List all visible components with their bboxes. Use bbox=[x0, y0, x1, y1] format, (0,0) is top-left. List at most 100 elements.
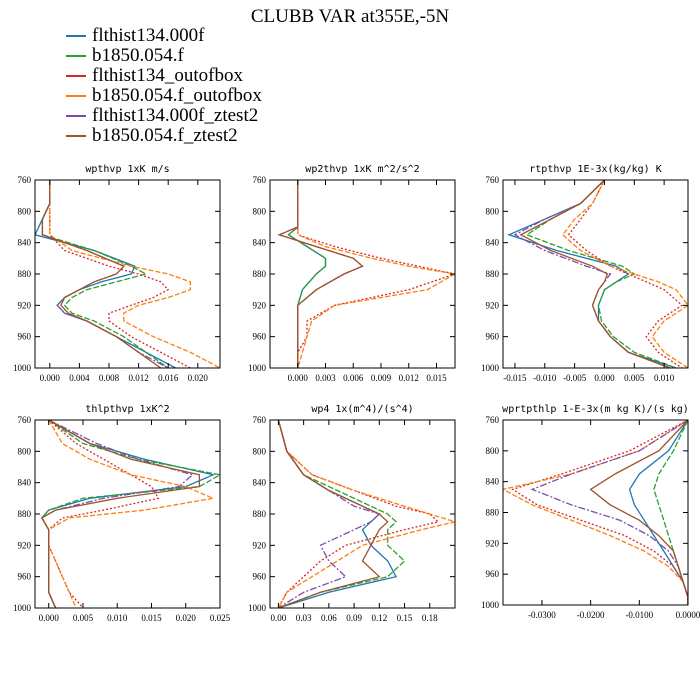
y-tick-label: 880 bbox=[18, 509, 32, 519]
series-line bbox=[277, 420, 440, 608]
y-tick-label: 960 bbox=[486, 569, 500, 579]
panel-title: wp4 1x(m^4)/(s^4) bbox=[311, 404, 413, 415]
legend-swatch bbox=[66, 55, 86, 57]
x-tick-label: 0.06 bbox=[321, 613, 337, 623]
series-line bbox=[48, 420, 160, 608]
x-tick-label: 0.006 bbox=[343, 373, 364, 383]
chart-panel: wp4 1x(m^4)/(s^4) 760 800 840 880 920 960 1000 0… bbox=[248, 404, 456, 623]
x-tick-label: 0.03 bbox=[296, 613, 312, 623]
series-line bbox=[507, 180, 677, 368]
x-tick-label: 0.016 bbox=[158, 373, 179, 383]
y-tick-label: 920 bbox=[486, 538, 500, 548]
plot-frame bbox=[502, 179, 689, 369]
x-tick-label: 0.18 bbox=[422, 613, 438, 623]
legend-label: flthist134.000f_ztest2 bbox=[92, 105, 259, 126]
series-line bbox=[287, 180, 327, 368]
x-tick-label: 0.012 bbox=[128, 373, 148, 383]
y-tick-label: 920 bbox=[253, 540, 267, 550]
x-tick-label: 0.015 bbox=[426, 373, 447, 383]
legend: flthist134.000f b1850.054.f flthist134_o… bbox=[66, 26, 262, 146]
x-tick-label: 0.010 bbox=[107, 613, 128, 623]
chart-panel: wprtpthlp 1-E-3x(m kg K)/(s kg)760 800 840… bbox=[481, 404, 700, 620]
x-tick-label: 0.010 bbox=[654, 373, 675, 383]
plot-frame bbox=[34, 419, 221, 609]
y-tick-label: 840 bbox=[18, 238, 32, 248]
series-line bbox=[277, 420, 381, 608]
x-tick-label: 0.009 bbox=[371, 373, 392, 383]
series-line bbox=[41, 420, 220, 608]
y-tick-label: 840 bbox=[253, 238, 267, 248]
legend-label: b1850.054.f_ztest2 bbox=[92, 125, 238, 146]
series-line bbox=[41, 180, 169, 368]
y-tick-label: 920 bbox=[18, 300, 32, 310]
y-tick-label: 960 bbox=[18, 572, 32, 582]
y-tick-label: 760 bbox=[253, 415, 267, 425]
y-tick-label: 800 bbox=[18, 206, 32, 216]
y-tick-label: 840 bbox=[18, 478, 32, 488]
x-tick-label: -0.0200 bbox=[577, 610, 605, 620]
series-line bbox=[530, 420, 688, 605]
y-tick-label: 1000 bbox=[481, 363, 500, 373]
series-line bbox=[48, 420, 216, 608]
y-tick-label: 920 bbox=[253, 300, 267, 310]
legend-item: flthist134.000f_ztest2 bbox=[66, 106, 262, 126]
legend-swatch bbox=[66, 115, 86, 117]
chart-panel: rtpthvp 1E-3x(kg/kg) K 760 800 840 880 920 960… bbox=[481, 164, 689, 383]
x-tick-label: -0.0300 bbox=[528, 610, 556, 620]
series-line bbox=[277, 180, 364, 368]
x-tick-label: -0.0100 bbox=[625, 610, 653, 620]
series-line bbox=[49, 180, 220, 368]
series-line bbox=[277, 420, 389, 608]
x-tick-label: 0.020 bbox=[188, 373, 209, 383]
legend-label: flthist134_outofbox bbox=[92, 65, 243, 86]
y-tick-label: 840 bbox=[486, 477, 500, 487]
x-tick-label: 0.012 bbox=[399, 373, 419, 383]
y-tick-label: 960 bbox=[18, 332, 32, 342]
panel-title: wprtpthlp 1-E-3x(m kg K)/(s kg) bbox=[502, 404, 689, 415]
y-tick-label: 800 bbox=[18, 446, 32, 456]
x-tick-label: 0.015 bbox=[141, 613, 162, 623]
legend-item: flthist134.000f bbox=[66, 26, 262, 46]
y-tick-label: 760 bbox=[18, 415, 32, 425]
series-line bbox=[297, 180, 455, 368]
series-line bbox=[561, 180, 688, 368]
series-line bbox=[41, 180, 162, 368]
y-tick-label: 880 bbox=[253, 269, 267, 279]
y-tick-label: 1000 bbox=[481, 600, 500, 610]
y-tick-label: 880 bbox=[253, 509, 267, 519]
series-line bbox=[525, 180, 677, 368]
y-tick-label: 760 bbox=[486, 415, 500, 425]
x-tick-label: -0.005 bbox=[563, 373, 587, 383]
series-line bbox=[519, 180, 671, 368]
legend-swatch bbox=[66, 35, 86, 37]
series-line bbox=[41, 420, 201, 608]
series-line bbox=[41, 420, 216, 608]
y-tick-label: 1000 bbox=[13, 363, 32, 373]
series-line bbox=[297, 180, 455, 368]
y-tick-label: 760 bbox=[486, 175, 500, 185]
panel-title: wp2thvp 1xK m^2/s^2 bbox=[305, 164, 419, 175]
legend-item: b1850.054.f bbox=[66, 46, 262, 66]
x-tick-label: 0.003 bbox=[315, 373, 336, 383]
x-tick-label: 0.0000 bbox=[676, 610, 700, 620]
x-tick-label: 0.00 bbox=[271, 613, 287, 623]
y-tick-label: 840 bbox=[253, 478, 267, 488]
y-tick-label: 880 bbox=[18, 269, 32, 279]
legend-swatch bbox=[66, 95, 86, 97]
panel-title: rtpthvp 1E-3x(kg/kg) K bbox=[529, 164, 661, 175]
x-tick-label: 0.005 bbox=[624, 373, 645, 383]
y-tick-label: 760 bbox=[253, 175, 267, 185]
y-tick-label: 800 bbox=[253, 446, 267, 456]
series-line bbox=[567, 180, 684, 368]
legend-item: flthist134_outofbox bbox=[66, 66, 262, 86]
y-tick-label: 840 bbox=[486, 238, 500, 248]
series-line bbox=[277, 420, 455, 608]
x-tick-label: 0.005 bbox=[73, 613, 94, 623]
x-tick-label: 0.008 bbox=[99, 373, 120, 383]
y-tick-label: 960 bbox=[253, 572, 267, 582]
y-tick-label: 960 bbox=[486, 332, 500, 342]
x-tick-label: 0.12 bbox=[371, 613, 387, 623]
x-tick-label: 0.15 bbox=[397, 613, 413, 623]
series-line bbox=[287, 180, 327, 368]
